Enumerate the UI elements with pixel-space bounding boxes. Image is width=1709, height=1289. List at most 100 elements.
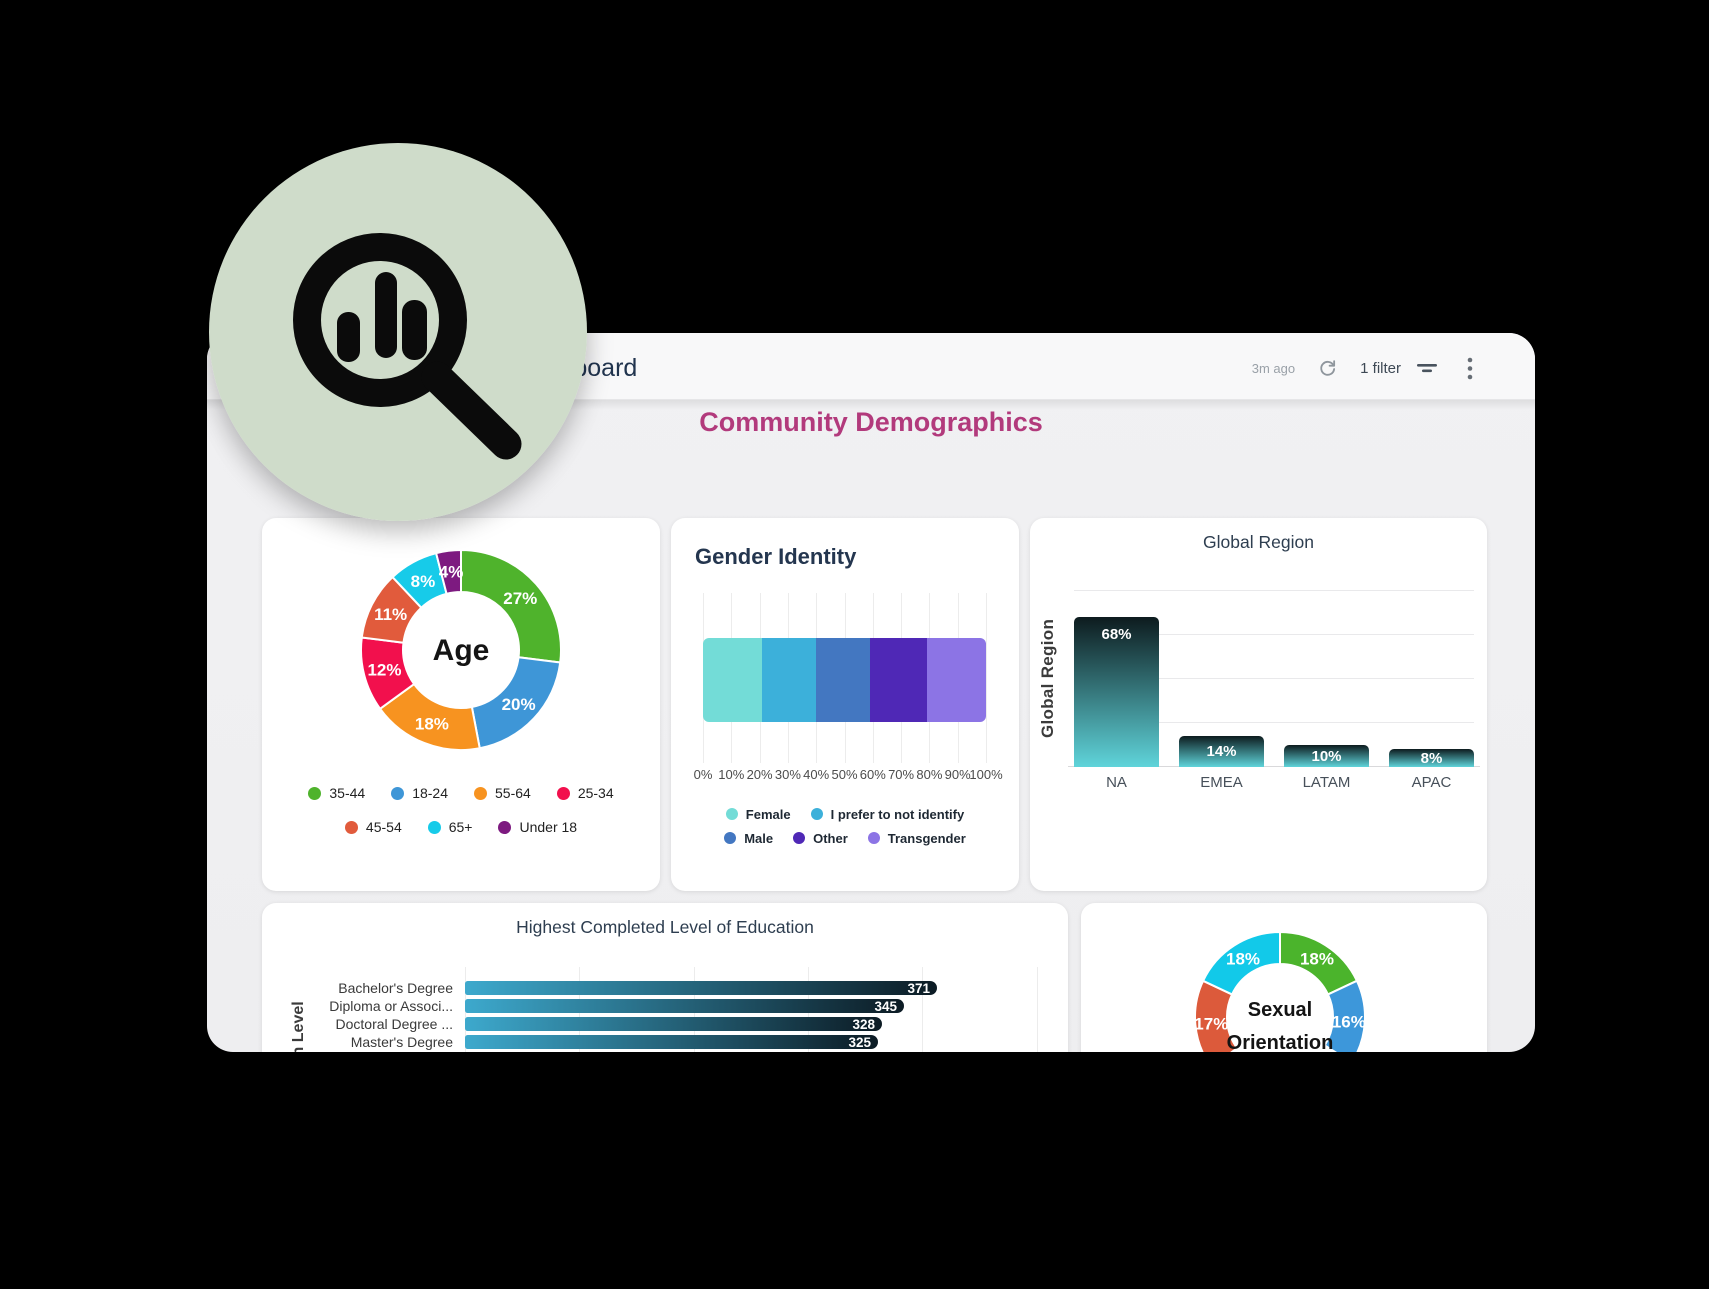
education-card: Highest Completed Level of Education Edu… [262,903,1068,1052]
bar[interactable]: 14% [1179,736,1264,767]
legend-dot [867,832,880,844]
gender-stacked-bar-chart[interactable] [703,638,986,722]
bar-value-label: 345 [874,998,897,1014]
slice-percent-label: 27% [503,589,537,608]
stacked-bar-segment[interactable] [926,638,986,722]
donut-center-label: Sexual [1248,999,1312,1021]
legend-item[interactable]: 35-44 [308,785,365,801]
legend-item[interactable]: Transgender [867,831,966,846]
legend-item[interactable]: 45-54 [344,819,402,835]
slice-percent-label: 20% [502,695,536,714]
bar[interactable]: 345 [465,998,904,1014]
legend-item[interactable]: 18-24 [391,785,448,801]
legend-row: Female I prefer to not identify [671,802,1019,826]
filter-count-button[interactable]: 1 filter [1360,359,1401,377]
legend-item[interactable]: 25-34 [556,785,614,801]
donut-slice[interactable] [460,549,562,664]
slice-percent-label: 8% [411,572,436,591]
axis-tick-label: 90% [944,767,971,782]
legend-item[interactable]: Other [793,831,848,846]
legend-label: 35-44 [329,785,366,801]
bar-value-label: 328 [852,1016,875,1032]
bar-chart-magnifier-icon [209,143,587,521]
bar[interactable]: 68% [1074,617,1159,767]
gridline [986,593,987,763]
bar-track: 371 [465,980,1068,996]
legend-item[interactable]: Under 18 [498,819,577,835]
gridline [922,967,923,1052]
bar-value-label: 8% [1420,749,1443,767]
donut-slice[interactable] [1323,979,1366,1052]
slice-percent-label: 12% [367,661,401,680]
legend-label: Male [744,830,774,846]
bar-row: Doctoral Degree ... 328 [262,1015,1068,1033]
bar[interactable]: 10% [1284,745,1369,767]
legend-dot [391,786,405,800]
legend-label: 25-34 [577,785,614,801]
donut-slice[interactable] [1202,931,1281,996]
gridline [1037,967,1038,1052]
stacked-bar-segment[interactable] [762,638,817,722]
legend-item[interactable]: Female [725,806,791,822]
stacked-bar-segment[interactable] [869,638,927,722]
axis-tick-label: 40% [803,767,830,782]
sexual-orientation-donut-chart[interactable]: 18% 16% 17% 18% Sexual Orientation [1081,903,1487,1052]
stacked-bar-segment[interactable] [816,638,870,722]
legend-row: 45-54 65+ Under 18 [262,817,660,837]
legend-item[interactable]: I prefer to not identify [810,806,965,822]
legend-dot [793,832,806,844]
axis-category-label: LATAM [1302,774,1351,791]
axis-category-label: Doctoral Degree ... [335,1016,454,1032]
axis-baseline [1068,766,1480,767]
refresh-icon[interactable] [1317,358,1338,379]
legend-dot [474,786,487,800]
dashboard-window: Dashboard 3m ago 1 filter [207,333,1535,1052]
bar[interactable]: 371 [465,980,937,996]
bar[interactable]: 8% [1389,749,1474,767]
stacked-bar-segment[interactable] [703,638,763,722]
donut-slice[interactable] [435,549,462,595]
legend-item[interactable]: 65+ [427,819,473,835]
gridline [1074,722,1474,723]
legend-item[interactable]: 55-64 [474,785,531,801]
education-bar-chart[interactable]: Bachelor's Degree 371 Diploma or Associ...… [262,979,1068,1051]
bar-value-label: 10% [1311,747,1342,765]
global-region-x-axis: NA EMEA LATAM APAC [1074,774,1474,791]
kebab-menu-icon[interactable] [1467,357,1473,380]
header-divider [207,400,1535,410]
global-region-title: Global Region [1203,532,1314,552]
analytics-badge [209,143,587,521]
axis-tick-label: 10% [718,767,745,782]
legend-label: 65+ [448,819,473,835]
legend-dot [308,786,322,800]
legend-row: Male Other Transgender [671,826,1019,850]
axis-tick-label: 100% [969,767,1003,782]
legend-label: 45-54 [365,819,402,835]
bar-value-label: 325 [848,1034,871,1050]
header-controls: 3m ago 1 filter [1252,335,1473,401]
legend-item[interactable]: Male [724,831,773,846]
page-title: Community Demographics [699,407,1043,437]
donut-center-label: Orientation [1227,1032,1334,1052]
legend-label: I prefer to not identify [830,806,965,822]
bar[interactable]: 328 [465,1016,882,1032]
legend-dot [810,808,823,820]
bar-value-label: 371 [907,980,930,996]
slice-percent-label: 18% [1226,950,1260,969]
gridline [1074,678,1474,679]
axis-category-label: Bachelor's Degree [338,980,453,996]
global-region-card: Global Region Global Region 68% 14% 10% 8% … [1030,518,1487,891]
age-donut-chart[interactable]: 27% 20% 18% 12% 11% 8% 4% Age [262,518,660,781]
gridline [1074,590,1474,591]
global-region-bar-chart[interactable]: 68% 14% 10% 8% [1068,547,1480,767]
bar-row: Diploma or Associ... 345 [262,997,1068,1015]
axis-tick-label: 30% [774,767,801,782]
filter-sort-icon[interactable] [1415,359,1439,377]
bar[interactable]: 325 [465,1034,878,1050]
legend-dot [344,820,358,834]
legend-label: 55-64 [495,785,531,801]
gender-identity-card: Gender Identity 0% 10% 20% 30% 40% 50% 60% 70% 8… [671,518,1019,891]
legend-label: Female [745,806,791,822]
sexual-orientation-card: 18% 16% 17% 18% Sexual Orientation [1081,903,1487,1052]
